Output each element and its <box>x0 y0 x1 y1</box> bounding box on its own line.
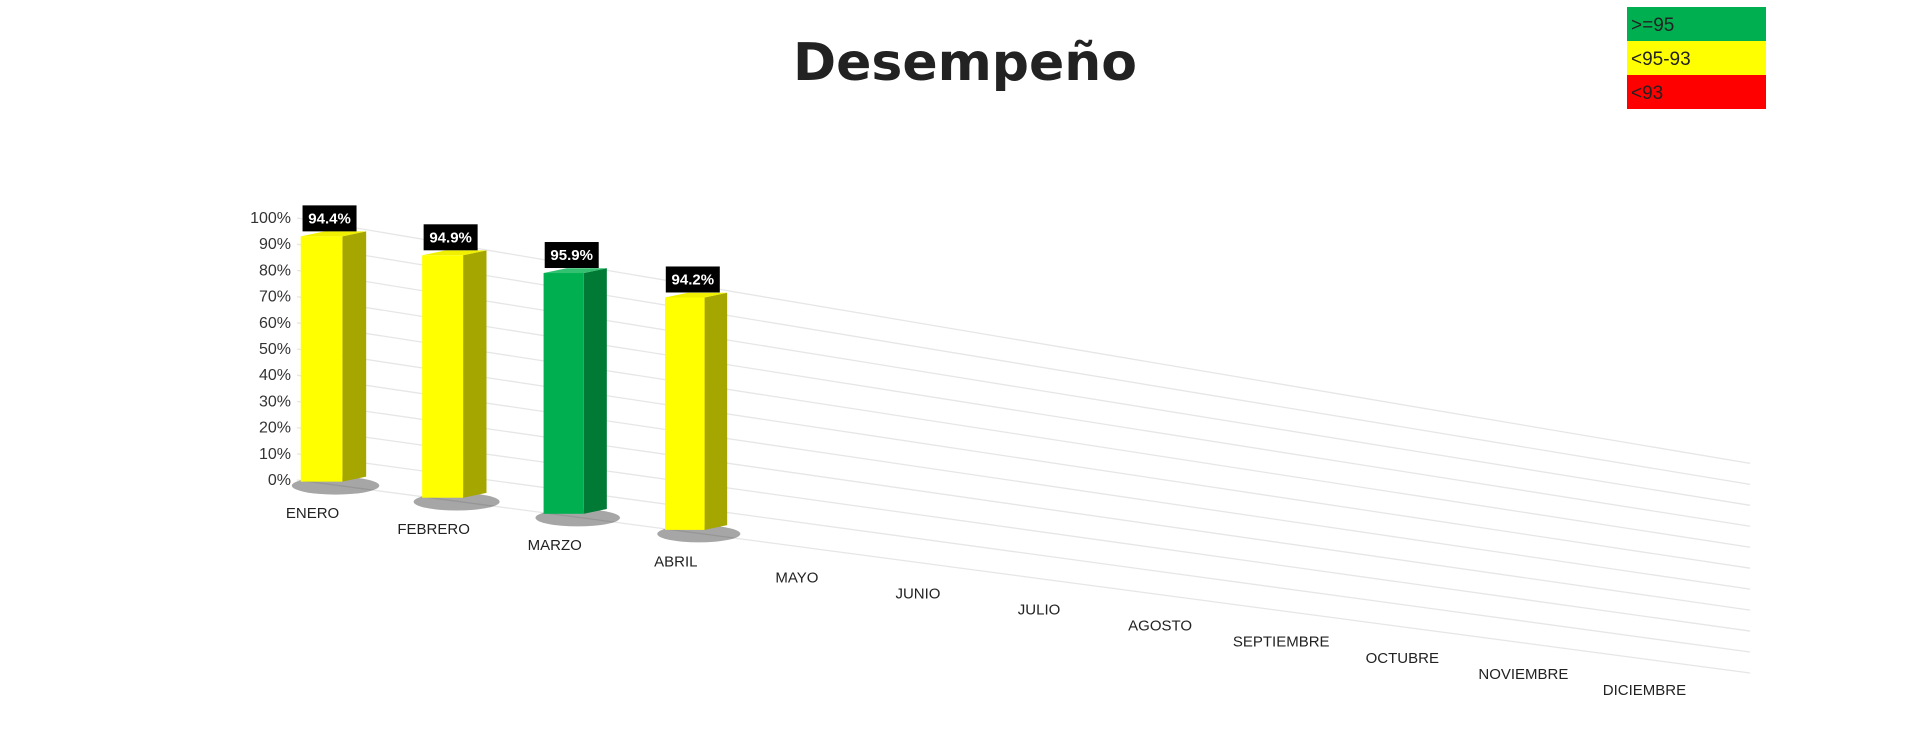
y-tick-label: 90% <box>259 236 291 253</box>
gridline <box>296 322 1751 548</box>
y-tick-label: 10% <box>259 446 291 463</box>
data-label: 95.9% <box>550 247 593 264</box>
y-tick-label: 60% <box>259 315 291 332</box>
data-label: 94.9% <box>429 229 472 246</box>
x-category-label: MARZO <box>528 537 582 554</box>
bar-side <box>342 231 367 482</box>
bar-top <box>665 292 728 298</box>
bar-side <box>463 250 487 498</box>
gridline <box>296 243 1751 486</box>
x-category-label: AGOSTO <box>1128 618 1192 635</box>
data-label: 94.4% <box>308 210 351 227</box>
gridline <box>296 374 1751 590</box>
y-tick-label: 40% <box>259 367 291 384</box>
legend-label: <93 <box>1631 83 1663 104</box>
bar <box>665 297 705 530</box>
bar <box>543 273 584 514</box>
y-tick-label: 100% <box>250 210 291 227</box>
gridline <box>296 269 1751 506</box>
x-category-label: FEBRERO <box>397 521 470 538</box>
bar-side <box>704 292 728 530</box>
x-category-label: ABRIL <box>654 553 697 570</box>
x-category-label: NOVIEMBRE <box>1478 666 1568 683</box>
x-category-label: MAYO <box>775 569 818 586</box>
y-axis-ticks: 0% 10% 20% 30% 40% 50% 60% 70% 80% 90% 100% <box>250 210 291 489</box>
bars <box>291 231 741 543</box>
data-label-bg <box>423 224 478 251</box>
gridline <box>296 479 1751 674</box>
gridline <box>296 400 1751 611</box>
gridline <box>296 348 1751 569</box>
bar-top <box>543 268 607 274</box>
gridline <box>296 295 1751 527</box>
chart-title: Desempeño <box>793 33 1137 93</box>
gridline <box>296 426 1751 632</box>
data-label-bg <box>302 205 357 232</box>
y-tick-label: 30% <box>259 393 291 410</box>
data-labels: 94.4% 94.9% 95.9% 94.2% <box>302 205 720 293</box>
x-category-label: ENERO <box>286 505 339 522</box>
bar-top <box>422 250 487 256</box>
x-category-label: JUNIO <box>895 585 940 602</box>
legend: >=95 <95-93 <93 <box>1627 7 1766 109</box>
y-tick-label: 50% <box>259 341 291 358</box>
gridline <box>296 217 1751 465</box>
gridline <box>296 453 1751 653</box>
bar-top <box>300 231 367 237</box>
legend-swatch <box>1627 7 1766 41</box>
y-tick-label: 0% <box>268 472 291 489</box>
y-tick-label: 70% <box>259 289 291 306</box>
legend-label: >=95 <box>1631 15 1674 36</box>
legend-swatch <box>1627 75 1766 109</box>
y-tick-label: 20% <box>259 420 291 437</box>
data-label-bg <box>544 242 599 269</box>
legend-label: <95-93 <box>1631 49 1691 70</box>
bar <box>422 255 464 498</box>
x-axis-categories: ENERO FEBRERO MARZO ABRIL MAYO JUNIO JULIO AGOS… <box>286 505 1686 699</box>
y-tick-label: 80% <box>259 262 291 279</box>
bar <box>300 236 343 482</box>
legend-swatch <box>1627 41 1766 75</box>
bar-side <box>583 268 607 514</box>
x-category-label: JULIO <box>1018 602 1061 619</box>
x-category-label: DICIEMBRE <box>1603 682 1686 699</box>
x-category-label: SEPTIEMBRE <box>1233 634 1330 651</box>
x-category-label: OCTUBRE <box>1366 650 1439 667</box>
data-label-bg <box>665 266 720 293</box>
gridlines <box>296 217 1751 674</box>
data-label: 94.2% <box>672 271 715 288</box>
